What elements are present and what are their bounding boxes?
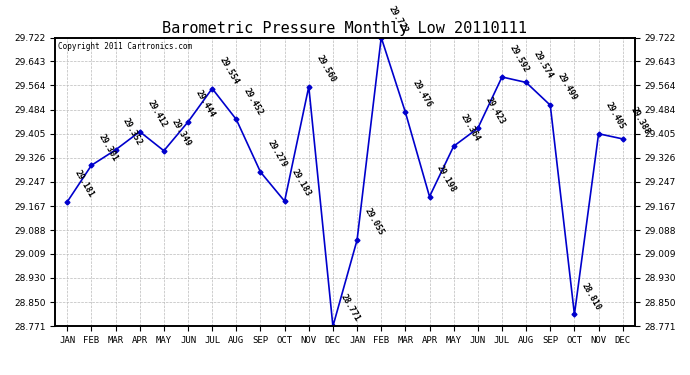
Text: 29.388: 29.388	[629, 106, 651, 136]
Text: 29.279: 29.279	[266, 139, 289, 169]
Text: 28.810: 28.810	[580, 281, 603, 312]
Text: 29.560: 29.560	[315, 53, 337, 84]
Text: 29.722: 29.722	[387, 4, 410, 35]
Text: 29.423: 29.423	[484, 95, 506, 126]
Text: 29.301: 29.301	[97, 132, 120, 162]
Text: 29.452: 29.452	[242, 86, 265, 117]
Text: 29.405: 29.405	[604, 100, 627, 131]
Text: 29.444: 29.444	[194, 88, 217, 119]
Text: 29.554: 29.554	[218, 55, 241, 86]
Text: 29.055: 29.055	[363, 207, 386, 237]
Text: 29.499: 29.499	[556, 72, 579, 102]
Text: 29.181: 29.181	[73, 168, 96, 199]
Text: Copyright 2011 Cartronics.com: Copyright 2011 Cartronics.com	[58, 42, 193, 51]
Text: 29.183: 29.183	[290, 168, 313, 198]
Text: 29.592: 29.592	[508, 44, 531, 74]
Text: 29.476: 29.476	[411, 79, 434, 110]
Text: 29.198: 29.198	[435, 164, 458, 194]
Text: 29.352: 29.352	[121, 117, 144, 147]
Text: 28.771: 28.771	[339, 293, 362, 324]
Text: 29.364: 29.364	[460, 113, 482, 143]
Title: Barometric Pressure Monthly Low 20110111: Barometric Pressure Monthly Low 20110111	[163, 21, 527, 36]
Text: 29.574: 29.574	[532, 49, 555, 80]
Text: 29.412: 29.412	[146, 98, 168, 129]
Text: 29.349: 29.349	[170, 117, 193, 148]
